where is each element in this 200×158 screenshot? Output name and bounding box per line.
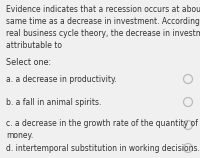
Text: Select one:: Select one: xyxy=(6,58,51,67)
Text: b. a fall in animal spirits.: b. a fall in animal spirits. xyxy=(6,98,101,107)
Text: a. a decrease in productivity.: a. a decrease in productivity. xyxy=(6,75,117,84)
Text: d. intertemporal substitution in working decisions.: d. intertemporal substitution in working… xyxy=(6,144,200,153)
Text: Evidence indicates that a recession occurs at about the
same time as a decrease : Evidence indicates that a recession occu… xyxy=(6,5,200,50)
Text: c. a decrease in the growth rate of the quantity of
money.: c. a decrease in the growth rate of the … xyxy=(6,119,198,140)
